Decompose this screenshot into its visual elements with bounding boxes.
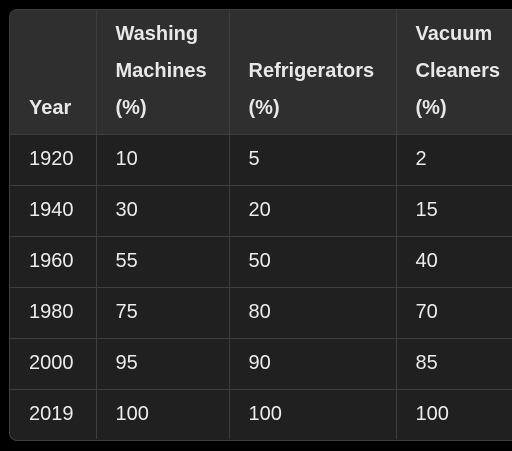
header-year-line-1: Year [29, 96, 72, 119]
cell-vacuum-cleaners: 100 [415, 402, 449, 425]
cell-refrigerators: 90 [229, 338, 397, 389]
table-row: 1980 75 80 70 [10, 287, 512, 338]
cell-year: 1980 [10, 287, 97, 338]
header-washing-machines: Washing Machines (%) [96, 10, 230, 134]
cell-washing-machines: 30 [96, 185, 230, 236]
header-refrigerators-line-1: Refrigerators [248, 59, 375, 82]
cell-year: 1960 [10, 236, 97, 287]
cell-refrigerators: 5 [229, 134, 397, 185]
header-refrigerators-line-2: (%) [248, 96, 280, 119]
header-refrigerators: Refrigerators (%) [229, 10, 397, 134]
header-washing-machines-line-1: Washing [115, 22, 199, 45]
table-row: 1920 10 5 2 [10, 134, 512, 185]
cell-vacuum-cleaners: 40 [415, 250, 438, 272]
table-row: 2019 100 100 100 [10, 389, 512, 439]
header-washing-machines-line-2: Machines [115, 59, 207, 82]
cell-refrigerators: 100 [229, 389, 397, 439]
header-vacuum-cleaners-line-1: Vacuum [415, 22, 493, 45]
cell-washing-machines: 75 [96, 287, 230, 338]
cell-year: 1940 [10, 185, 97, 236]
cell-washing-machines: 95 [96, 338, 230, 389]
cell-refrigerators: 80 [229, 287, 397, 338]
cell-vacuum-cleaners: 85 [415, 352, 438, 374]
cell-vacuum-cleaners: 2 [415, 148, 427, 170]
table-header: Year Washing Machines (%) Refrigerators … [10, 10, 512, 134]
cell-washing-machines: 100 [96, 389, 230, 439]
cell-year: 2019 [10, 389, 97, 439]
cell-refrigerators: 20 [229, 185, 397, 236]
table-body: 1920 10 5 2 1940 30 20 15 1960 55 50 40 … [10, 134, 512, 439]
header-washing-machines-line-3: (%) [115, 96, 147, 119]
table-row: 1960 55 50 40 [10, 236, 512, 287]
cell-washing-machines: 10 [96, 134, 230, 185]
table-row: 2000 95 90 85 [10, 338, 512, 389]
cell-vacuum-cleaners: 70 [415, 301, 438, 323]
cell-year: 1920 [10, 134, 97, 185]
cell-vacuum-cleaners: 15 [415, 199, 438, 221]
cell-washing-machines: 55 [96, 236, 230, 287]
header-vacuum-cleaners: Vacuum Cleaners (%) [396, 10, 512, 134]
header-vacuum-cleaners-line-2: Cleaners [415, 59, 501, 82]
cell-year: 2000 [10, 338, 97, 389]
table-row: 1940 30 20 15 [10, 185, 512, 236]
header-vacuum-cleaners-line-3: (%) [415, 96, 447, 119]
header-row: Year Washing Machines (%) Refrigerators … [10, 10, 512, 134]
data-table-container: Year Washing Machines (%) Refrigerators … [9, 9, 512, 441]
cell-refrigerators: 50 [229, 236, 397, 287]
header-year: Year [10, 10, 97, 134]
appliance-ownership-table: Year Washing Machines (%) Refrigerators … [10, 10, 512, 439]
